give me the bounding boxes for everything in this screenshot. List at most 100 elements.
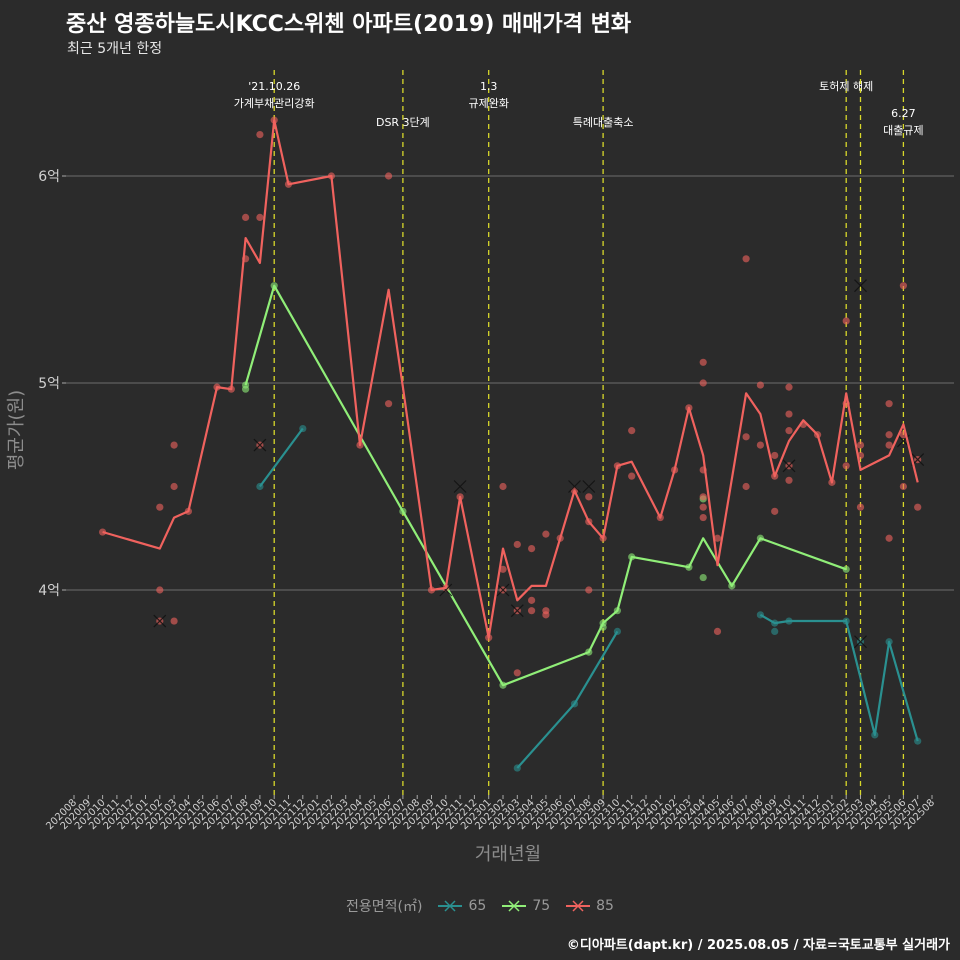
data-point-85 — [513, 669, 521, 677]
legend-label-65: 65 — [468, 898, 487, 914]
data-point-85 — [885, 431, 893, 439]
cross-marker-65 — [854, 635, 867, 649]
data-point-85 — [628, 472, 636, 480]
y-tick-label: 6억 — [38, 169, 60, 185]
cross-marker-85 — [496, 583, 510, 597]
data-point-85 — [628, 427, 636, 435]
data-point-85 — [713, 627, 722, 636]
data-point-85 — [699, 503, 707, 511]
data-point-85 — [785, 383, 793, 391]
series-75 — [242, 282, 850, 689]
legend-item-65: 65 — [436, 898, 486, 914]
event-label: 토허제 해제 — [819, 79, 873, 93]
data-point-75 — [699, 573, 707, 582]
data-point-85 — [385, 172, 393, 180]
grid-layer — [66, 175, 954, 591]
data-point-85 — [499, 565, 507, 573]
series-line-65 — [259, 427, 919, 769]
y-tick-label: 4억 — [38, 583, 60, 599]
series-layer — [99, 116, 925, 772]
data-point-85 — [699, 493, 707, 501]
data-point-85 — [885, 400, 893, 408]
data-point-85 — [528, 545, 536, 553]
event-label: 6.27 — [891, 107, 916, 120]
data-point-85 — [156, 586, 164, 594]
chart-subtitle: 최근 5개년 한정 — [67, 41, 163, 57]
legend-label-85: 85 — [596, 898, 614, 914]
data-point-85 — [170, 617, 178, 625]
data-point-75 — [242, 385, 250, 393]
data-point-85 — [756, 381, 765, 389]
cross-marker-85 — [510, 604, 524, 618]
legend-cross-75 — [508, 900, 520, 912]
data-point-65 — [771, 627, 779, 636]
data-point-85 — [542, 530, 550, 538]
data-point-85 — [742, 433, 750, 441]
cross-marker-85 — [582, 480, 596, 493]
data-point-85 — [713, 534, 722, 542]
data-point-65 — [914, 737, 922, 745]
data-point-85 — [856, 441, 865, 449]
data-point-85 — [513, 540, 521, 549]
legend-key-65 — [438, 900, 463, 912]
legend-key-75 — [502, 900, 527, 912]
data-point-85 — [542, 611, 550, 619]
cross-marker-85 — [439, 583, 453, 597]
data-point-85 — [499, 482, 507, 491]
data-point-85 — [899, 482, 908, 491]
event-label: 가계부채관리강화 — [234, 97, 315, 110]
cross-marker-85 — [153, 614, 167, 628]
source-caption: ©디아파트(dapt.kr) / 2025.08.05 / 자료=국토교통부 실… — [566, 938, 950, 953]
data-point-85 — [842, 462, 850, 470]
data-point-85 — [742, 255, 750, 263]
legend-item-85: 85 — [564, 898, 614, 914]
event-label: '21.10.26 — [248, 80, 300, 93]
legend-title: 전용면적(㎡) — [346, 899, 423, 915]
legend-item-75: 75 — [500, 898, 550, 914]
event-label: 1.3 — [480, 80, 498, 93]
cross-marker-85 — [782, 459, 796, 473]
data-point-85 — [528, 607, 536, 615]
legend-cross-85 — [572, 900, 584, 912]
legend-key-85 — [566, 900, 591, 912]
data-point-85 — [170, 441, 178, 449]
data-point-85 — [914, 503, 922, 511]
series-line-85 — [102, 119, 919, 639]
data-point-85 — [771, 507, 779, 515]
legend: 전용면적(㎡) 65 75 85 — [0, 896, 960, 916]
x-axis-title: 거래년월 — [475, 844, 541, 865]
cross-marker-85 — [854, 279, 867, 293]
series-85 — [99, 116, 925, 677]
data-point-85 — [756, 441, 765, 449]
y-tick-label: 5억 — [38, 376, 60, 392]
event-label: 규제완화 — [468, 97, 508, 110]
legend-label-75: 75 — [532, 898, 551, 914]
data-point-85 — [170, 482, 178, 491]
data-point-85 — [785, 427, 793, 435]
data-point-85 — [699, 358, 707, 366]
series-line-75 — [244, 284, 847, 687]
data-point-85 — [242, 213, 250, 221]
data-point-85 — [385, 400, 393, 408]
cross-marker-85 — [568, 480, 581, 493]
event-label: 대출규제 — [883, 124, 923, 137]
chart-title: 중산 영종하늘도시KCC스위첸 아파트(2019) 매매가격 변화 — [66, 12, 632, 37]
data-point-85 — [585, 493, 593, 501]
data-point-85 — [885, 441, 893, 449]
series-65 — [256, 424, 922, 772]
data-point-85 — [156, 503, 164, 511]
data-point-85 — [856, 503, 865, 511]
data-point-85 — [585, 586, 593, 594]
data-point-85 — [742, 482, 750, 491]
data-point-85 — [771, 451, 779, 460]
data-point-85 — [842, 317, 850, 325]
data-point-85 — [699, 379, 707, 387]
data-point-85 — [885, 534, 893, 542]
cross-marker-85 — [253, 438, 267, 452]
axis-layer: 4억5억6억2020082020092020102020112020122021… — [38, 169, 937, 832]
data-point-85 — [256, 213, 264, 221]
data-point-85 — [699, 513, 707, 522]
data-point-85 — [785, 476, 793, 484]
